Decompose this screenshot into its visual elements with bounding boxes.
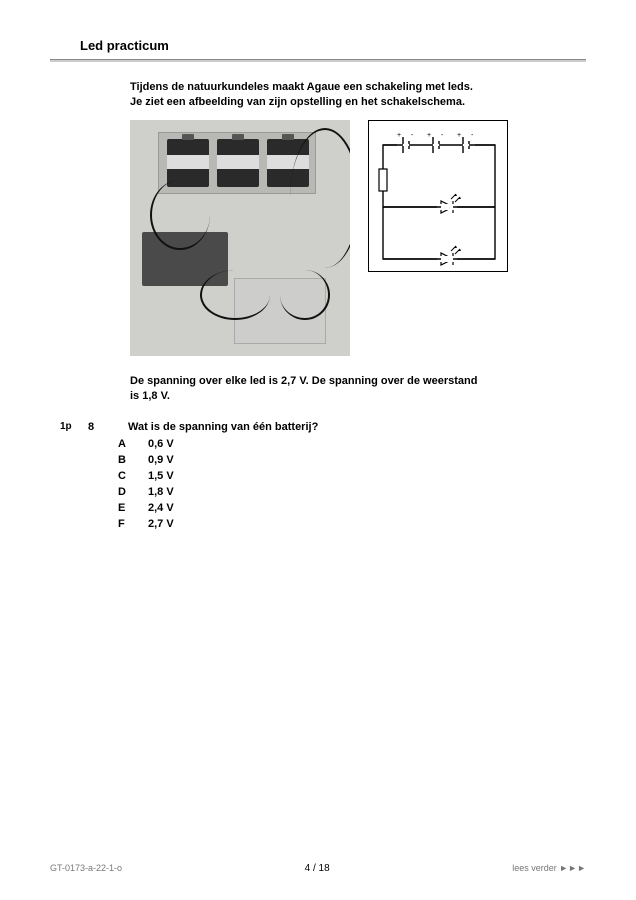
option-value: 2,4 V	[148, 501, 174, 517]
option-value: 0,6 V	[148, 437, 174, 453]
page-title: Led practicum	[80, 38, 586, 53]
figure-row: + + + - - -	[130, 120, 586, 356]
svg-text:+: +	[427, 132, 431, 139]
option-letter: D	[118, 485, 130, 501]
intro-text: Tijdens de natuurkundeles maakt Agaue ee…	[130, 80, 546, 110]
option-c: C 1,5 V	[118, 469, 586, 485]
option-value: 1,8 V	[148, 485, 174, 501]
question-number: 8	[88, 421, 118, 437]
header-rule	[50, 59, 586, 62]
option-b: B 0,9 V	[118, 453, 586, 469]
svg-text:-: -	[441, 132, 444, 139]
svg-text:+: +	[397, 132, 401, 139]
battery-1	[167, 139, 209, 187]
question-text: Wat is de spanning van één batterij?	[128, 421, 318, 433]
question-block: 1p 8 Wat is de spanning van één batterij…	[60, 421, 586, 437]
circuit-photo	[130, 120, 350, 356]
voltage-line-1: De spanning over elke led is 2,7 V. De s…	[130, 375, 477, 387]
option-value: 2,7 V	[148, 517, 174, 533]
wire	[290, 128, 350, 268]
option-letter: C	[118, 469, 130, 485]
option-value: 0,9 V	[148, 453, 174, 469]
battery-2	[217, 139, 259, 187]
intro-line-1: Tijdens de natuurkundeles maakt Agaue ee…	[130, 80, 546, 95]
svg-text:+: +	[457, 132, 461, 139]
option-a: A 0,6 V	[118, 437, 586, 453]
voltage-note: De spanning over elke led is 2,7 V. De s…	[130, 374, 546, 404]
option-letter: E	[118, 501, 130, 517]
svg-text:-: -	[471, 132, 474, 139]
schematic-svg: + + + - - -	[375, 127, 503, 267]
answer-options: A 0,6 V B 0,9 V C 1,5 V D 1,8 V E 2,4 V …	[118, 437, 586, 533]
page-footer: GT-0173-a-22-1-o 4 / 18 lees verder ►►►	[50, 863, 586, 874]
intro-line-2: Je ziet een afbeelding van zijn opstelli…	[130, 95, 546, 110]
svg-text:-: -	[411, 132, 414, 139]
option-letter: F	[118, 517, 130, 533]
circuit-schematic: + + + - - -	[368, 120, 508, 272]
wire	[200, 270, 270, 320]
footer-page-number: 4 / 18	[305, 863, 330, 874]
option-letter: B	[118, 453, 130, 469]
option-f: F 2,7 V	[118, 517, 586, 533]
wire	[150, 180, 210, 250]
footer-left: GT-0173-a-22-1-o	[50, 863, 122, 874]
footer-right: lees verder ►►►	[512, 863, 586, 874]
option-d: D 1,8 V	[118, 485, 586, 501]
question-points: 1p	[60, 421, 78, 437]
wire	[280, 270, 330, 320]
option-value: 1,5 V	[148, 469, 174, 485]
voltage-line-2: is 1,8 V.	[130, 390, 170, 402]
option-letter: A	[118, 437, 130, 453]
option-e: E 2,4 V	[118, 501, 586, 517]
